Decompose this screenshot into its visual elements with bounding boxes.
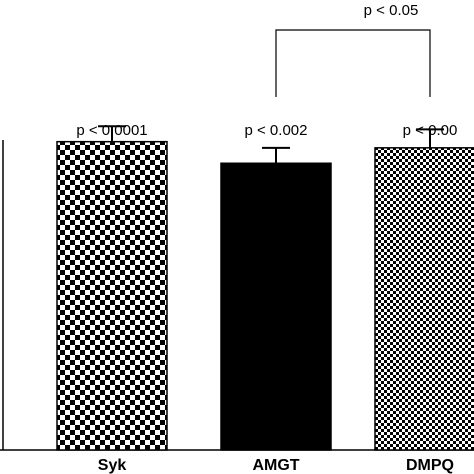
error-bars <box>98 125 444 164</box>
bracket-line <box>275 29 431 97</box>
category-label-dmpq: DMPQ <box>406 457 454 474</box>
p-value-syk: p < 0.0001 <box>76 122 147 139</box>
p-value-dmpq: p < 0.00 <box>403 122 458 139</box>
bars <box>56 140 474 451</box>
category-label-syk: Syk <box>98 457 127 474</box>
category-label-amgt: AMGT <box>252 457 299 474</box>
bar-dmpq <box>374 147 474 451</box>
significance-labels: p < 0.0001 p < 0.002 p < 0.00 <box>76 122 457 139</box>
bar-amgt <box>220 162 332 451</box>
significance-bracket: p < 0.05 <box>275 2 431 97</box>
category-labels: Syk AMGT DMPQ <box>98 457 454 474</box>
bar-syk <box>56 140 168 451</box>
p-value-amgt: p < 0.002 <box>245 122 308 139</box>
bracket-label: p < 0.05 <box>364 2 419 19</box>
